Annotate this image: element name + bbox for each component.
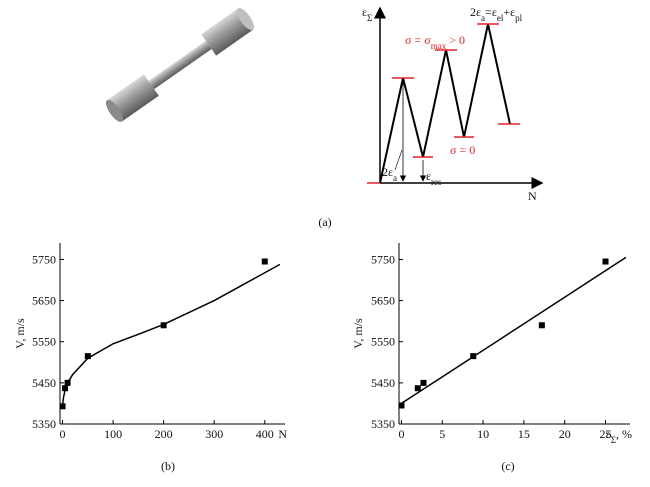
y-tick-label: 5350 — [371, 417, 395, 431]
text-base: > 0 — [446, 33, 465, 47]
text-sub: el — [497, 13, 504, 23]
data-point — [602, 258, 609, 265]
x-tick-label: 0 — [60, 427, 66, 441]
specimen — [105, 8, 255, 122]
text-base: =ε — [485, 5, 497, 19]
y-tick-label: 5650 — [371, 294, 395, 308]
x-tick-label: 10 — [477, 427, 489, 441]
eps-res-label: εres — [426, 169, 442, 187]
data-point — [261, 258, 268, 265]
x-tick-label: 300 — [205, 427, 223, 441]
data-point — [160, 322, 167, 329]
data-point — [420, 379, 427, 386]
text-base: σ = σ — [405, 33, 431, 47]
y-tick-label: 5750 — [371, 252, 395, 266]
text-base: ε — [606, 427, 611, 441]
fit-line — [401, 256, 627, 405]
amplitude-equation: 2εa=εel+εpl — [470, 5, 523, 23]
text-base: 2ε — [382, 165, 393, 179]
y-tick-label: 5650 — [32, 294, 56, 308]
fit-line — [61, 263, 281, 406]
y-tick-label: 5750 — [32, 252, 56, 266]
y-axis-label: V, m/s — [13, 318, 27, 349]
sigma-zero-label: σ = 0 — [450, 143, 475, 157]
text-sub: res — [431, 177, 442, 187]
x-tick-label: 200 — [155, 427, 173, 441]
level-marks — [367, 23, 520, 184]
data-point — [84, 353, 91, 360]
x-tick-label: 0 — [398, 427, 404, 441]
text-part: N — [528, 189, 537, 203]
text-sub: a — [393, 173, 397, 183]
text-sub: pl — [515, 13, 523, 23]
data-point — [59, 403, 66, 410]
text-suffix: , % — [616, 427, 632, 441]
x-tick-label: 25 — [600, 427, 612, 441]
text-part: σ = 0 — [450, 143, 475, 157]
data-point — [398, 402, 405, 409]
text-base: ε — [362, 5, 367, 19]
x-tick-label: 5 — [439, 427, 445, 441]
y-tick-label: 5350 — [32, 417, 56, 431]
two-eps-a-label: 2εa — [382, 165, 397, 183]
x-axis-label: N — [278, 427, 287, 441]
panel-caption: (b) — [161, 459, 175, 473]
text-base: N — [278, 427, 287, 441]
y-axis-label: εΣ — [362, 5, 372, 23]
panel-caption: (c) — [501, 459, 514, 473]
text-sub: Σ — [367, 13, 372, 23]
text-sub: Σ — [611, 435, 616, 445]
x-tick-label: 15 — [518, 427, 530, 441]
data-point — [538, 322, 545, 329]
text-base: ε — [426, 169, 431, 183]
text-sub: max — [431, 41, 447, 51]
y-tick-label: 5450 — [371, 376, 395, 390]
data-point — [414, 385, 421, 392]
text-sub: a — [481, 13, 485, 23]
x-axis-label: εΣ, % — [606, 427, 632, 445]
panel-caption: (a) — [318, 215, 331, 229]
y-tick-label: 5450 — [32, 376, 56, 390]
x-axis-label: N — [528, 189, 537, 203]
y-tick-label: 5550 — [371, 335, 395, 349]
text-base: 2ε — [470, 5, 481, 19]
text-base: +ε — [503, 5, 515, 19]
y-tick-label: 5550 — [32, 335, 56, 349]
diagram — [367, 6, 544, 189]
x-tick-label: 20 — [559, 427, 571, 441]
y-axis-label: V, m/s — [351, 318, 365, 349]
x-tick-label: 100 — [104, 427, 122, 441]
text-part: (a) — [318, 215, 331, 229]
x-tick-label: 400 — [256, 427, 274, 441]
sigma-max-label: σ = σmax > 0 — [405, 33, 465, 51]
